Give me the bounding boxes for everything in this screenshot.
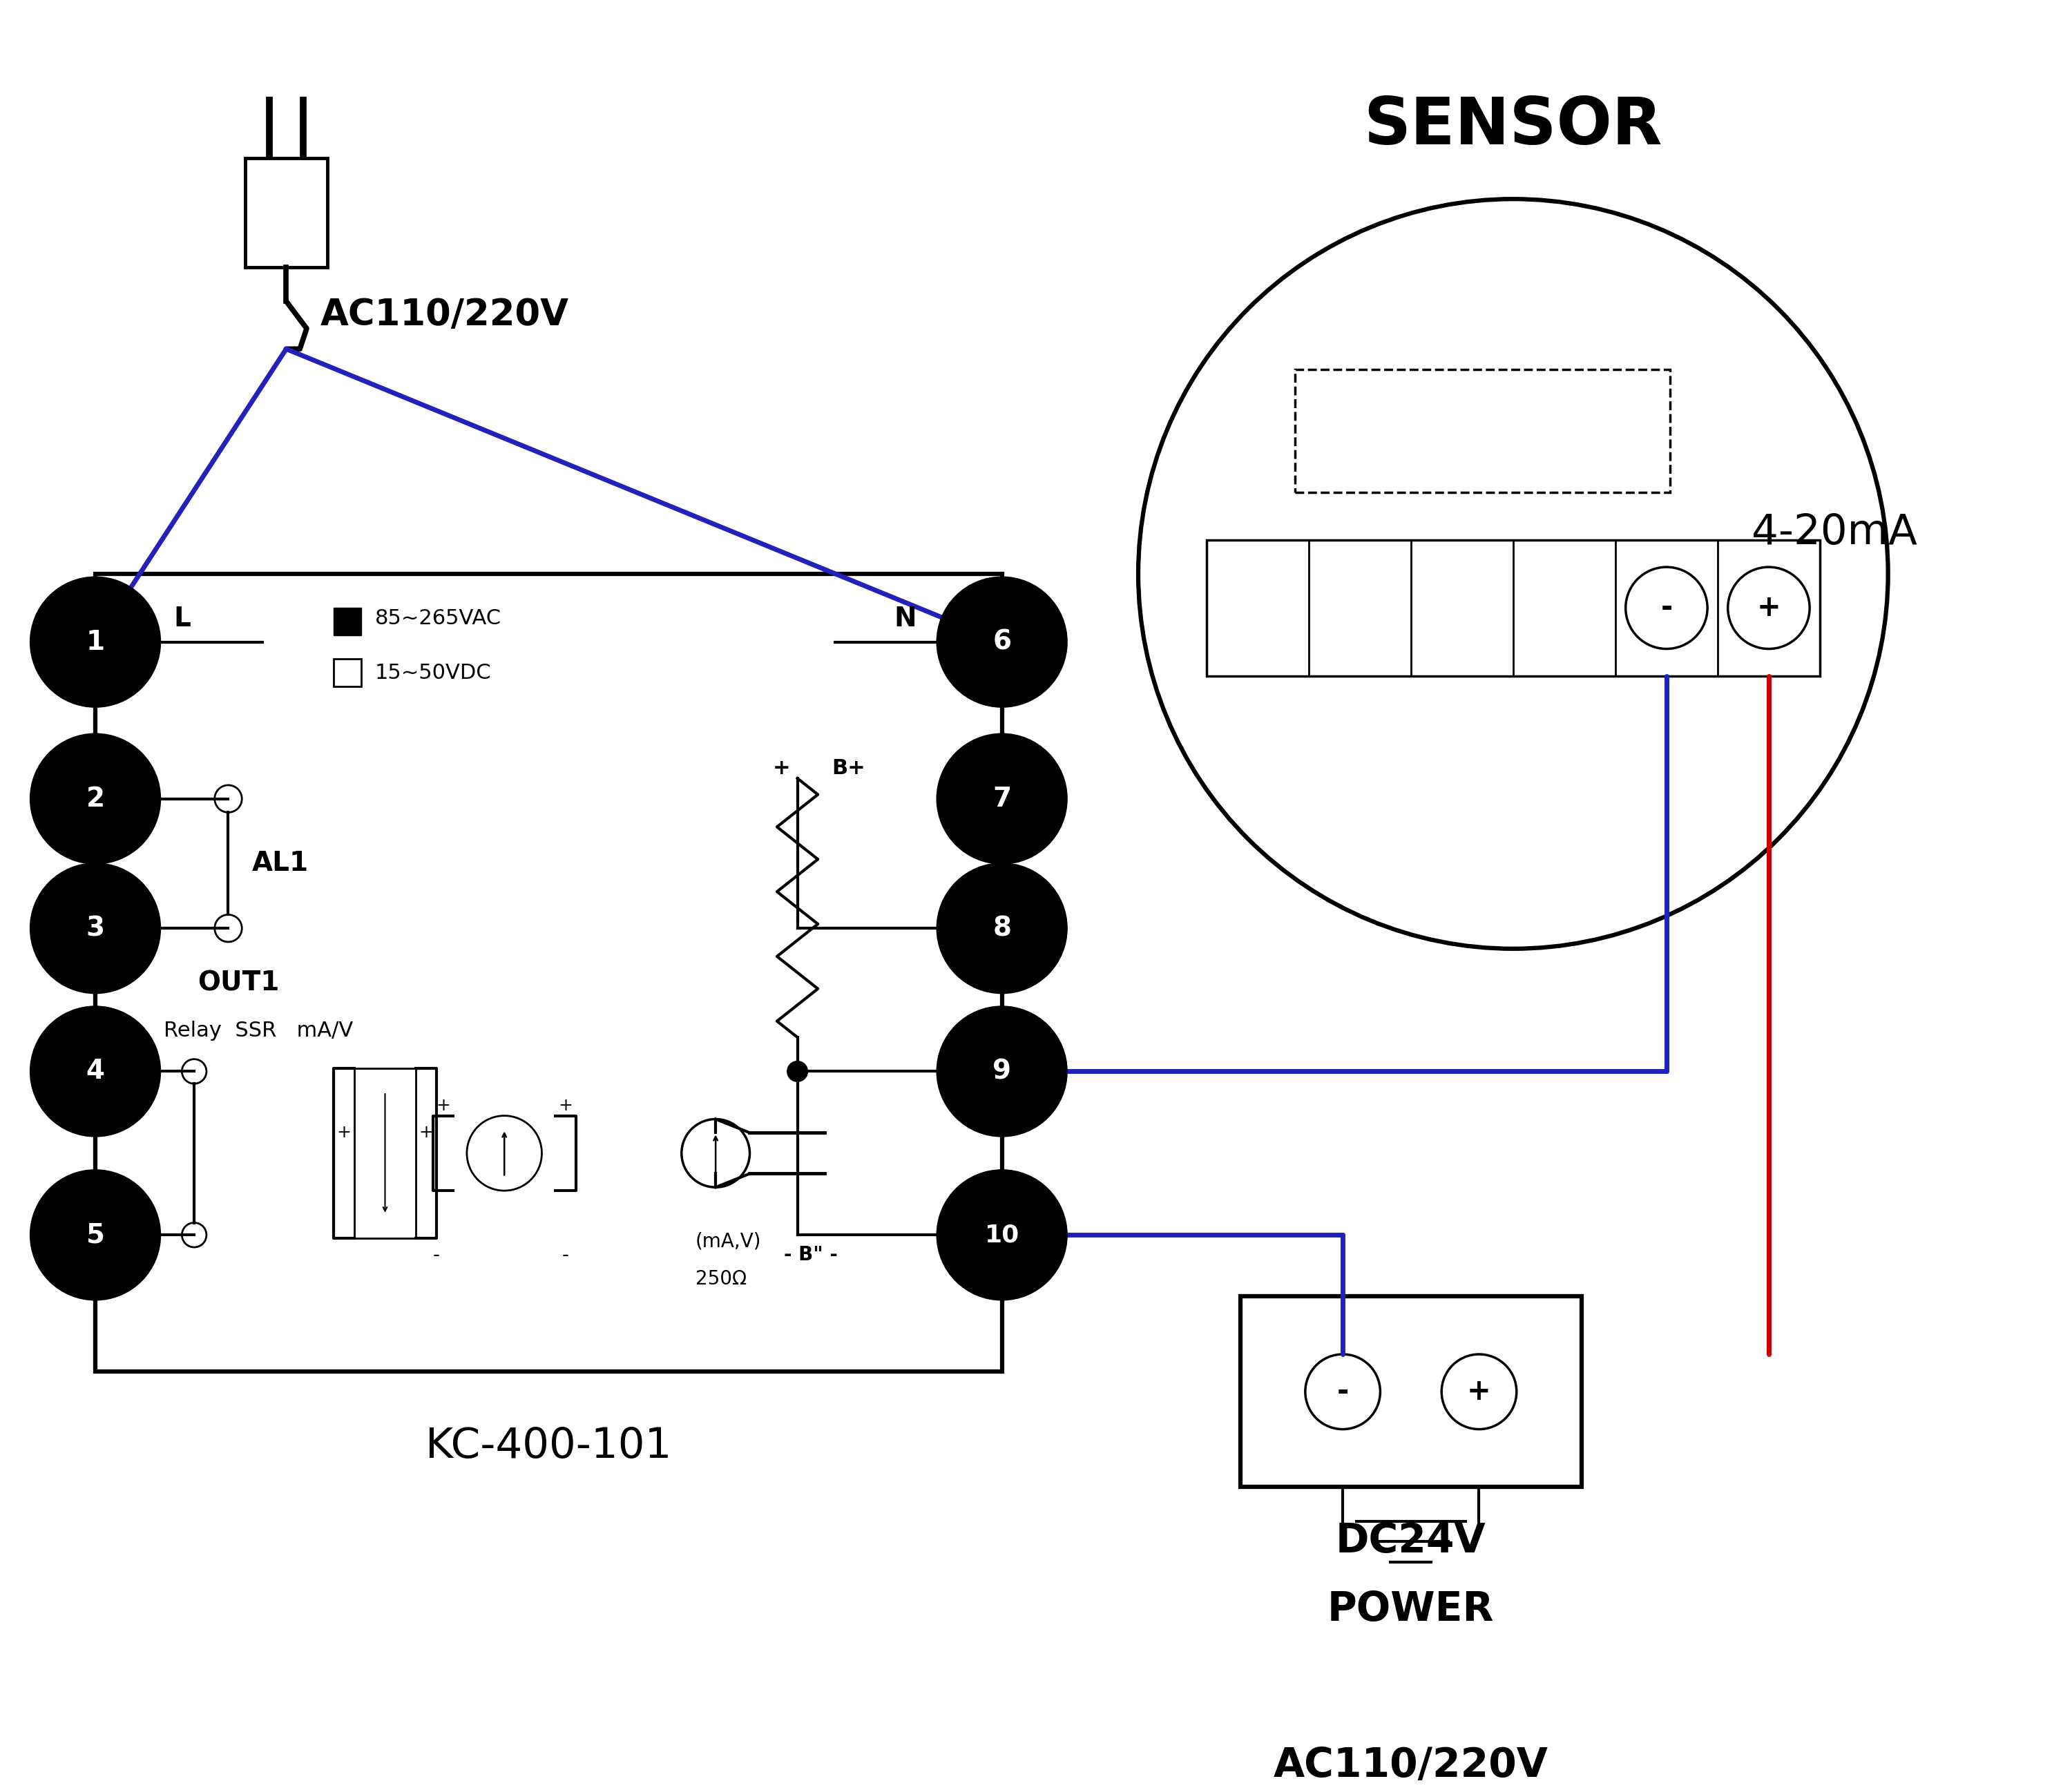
Text: 6: 6 xyxy=(992,628,1011,655)
Text: 7: 7 xyxy=(992,786,1011,813)
Text: +: + xyxy=(1467,1377,1492,1407)
Circle shape xyxy=(937,734,1067,863)
Text: 8: 8 xyxy=(992,915,1011,942)
Circle shape xyxy=(937,578,1067,707)
Text: -: - xyxy=(1336,1377,1349,1407)
Text: 85~265VAC: 85~265VAC xyxy=(375,609,501,628)
Text: L: L xyxy=(174,605,191,632)
Text: AC110/220V: AC110/220V xyxy=(1274,1745,1548,1785)
Text: 2: 2 xyxy=(85,786,106,813)
Text: 5: 5 xyxy=(87,1223,106,1248)
Circle shape xyxy=(937,863,1067,993)
Text: 250Ω: 250Ω xyxy=(696,1269,746,1289)
Text: -: - xyxy=(433,1246,439,1266)
Text: (mA,V): (mA,V) xyxy=(696,1232,760,1251)
Text: AC110/220V: AC110/220V xyxy=(321,297,570,333)
Bar xyxy=(334,609,361,635)
Circle shape xyxy=(937,1006,1067,1137)
Text: 15~50VDC: 15~50VDC xyxy=(375,662,491,682)
Text: POWER: POWER xyxy=(1328,1590,1494,1629)
Text: +: + xyxy=(338,1124,352,1140)
Bar xyxy=(1295,369,1670,492)
Text: +: + xyxy=(419,1124,433,1140)
Text: N: N xyxy=(895,605,916,632)
Text: 9: 9 xyxy=(992,1058,1011,1085)
Circle shape xyxy=(787,1061,808,1081)
Text: Relay  SSR   mA/V: Relay SSR mA/V xyxy=(164,1020,352,1040)
Circle shape xyxy=(31,1006,160,1137)
Text: 4: 4 xyxy=(87,1058,106,1085)
Circle shape xyxy=(937,1171,1067,1300)
Bar xyxy=(95,575,1003,1371)
Circle shape xyxy=(31,863,160,993)
Text: +: + xyxy=(559,1097,572,1113)
Circle shape xyxy=(31,578,160,707)
Bar xyxy=(244,158,327,267)
Text: DC24V: DC24V xyxy=(1336,1522,1486,1561)
Text: AL1: AL1 xyxy=(253,850,309,877)
Circle shape xyxy=(31,1171,160,1300)
Bar xyxy=(354,1069,416,1239)
Text: SENSOR: SENSOR xyxy=(1363,95,1662,158)
Text: - B" -: - B" - xyxy=(783,1246,837,1264)
Text: -: - xyxy=(1660,594,1672,623)
Text: 1: 1 xyxy=(85,628,106,655)
Text: +: + xyxy=(1757,594,1780,623)
Bar xyxy=(334,659,361,686)
Circle shape xyxy=(31,734,160,863)
Text: 10: 10 xyxy=(984,1223,1019,1246)
Text: -: - xyxy=(562,1246,570,1266)
Text: B+: B+ xyxy=(831,759,866,779)
Text: 4-20mA: 4-20mA xyxy=(1751,512,1917,553)
Bar xyxy=(1241,1296,1581,1487)
Text: OUT1: OUT1 xyxy=(197,970,280,995)
Text: +: + xyxy=(773,759,792,779)
Text: KC-400-101: KC-400-101 xyxy=(425,1427,671,1466)
Text: 3: 3 xyxy=(85,915,106,942)
Bar xyxy=(1206,541,1819,677)
Text: +: + xyxy=(435,1097,450,1113)
